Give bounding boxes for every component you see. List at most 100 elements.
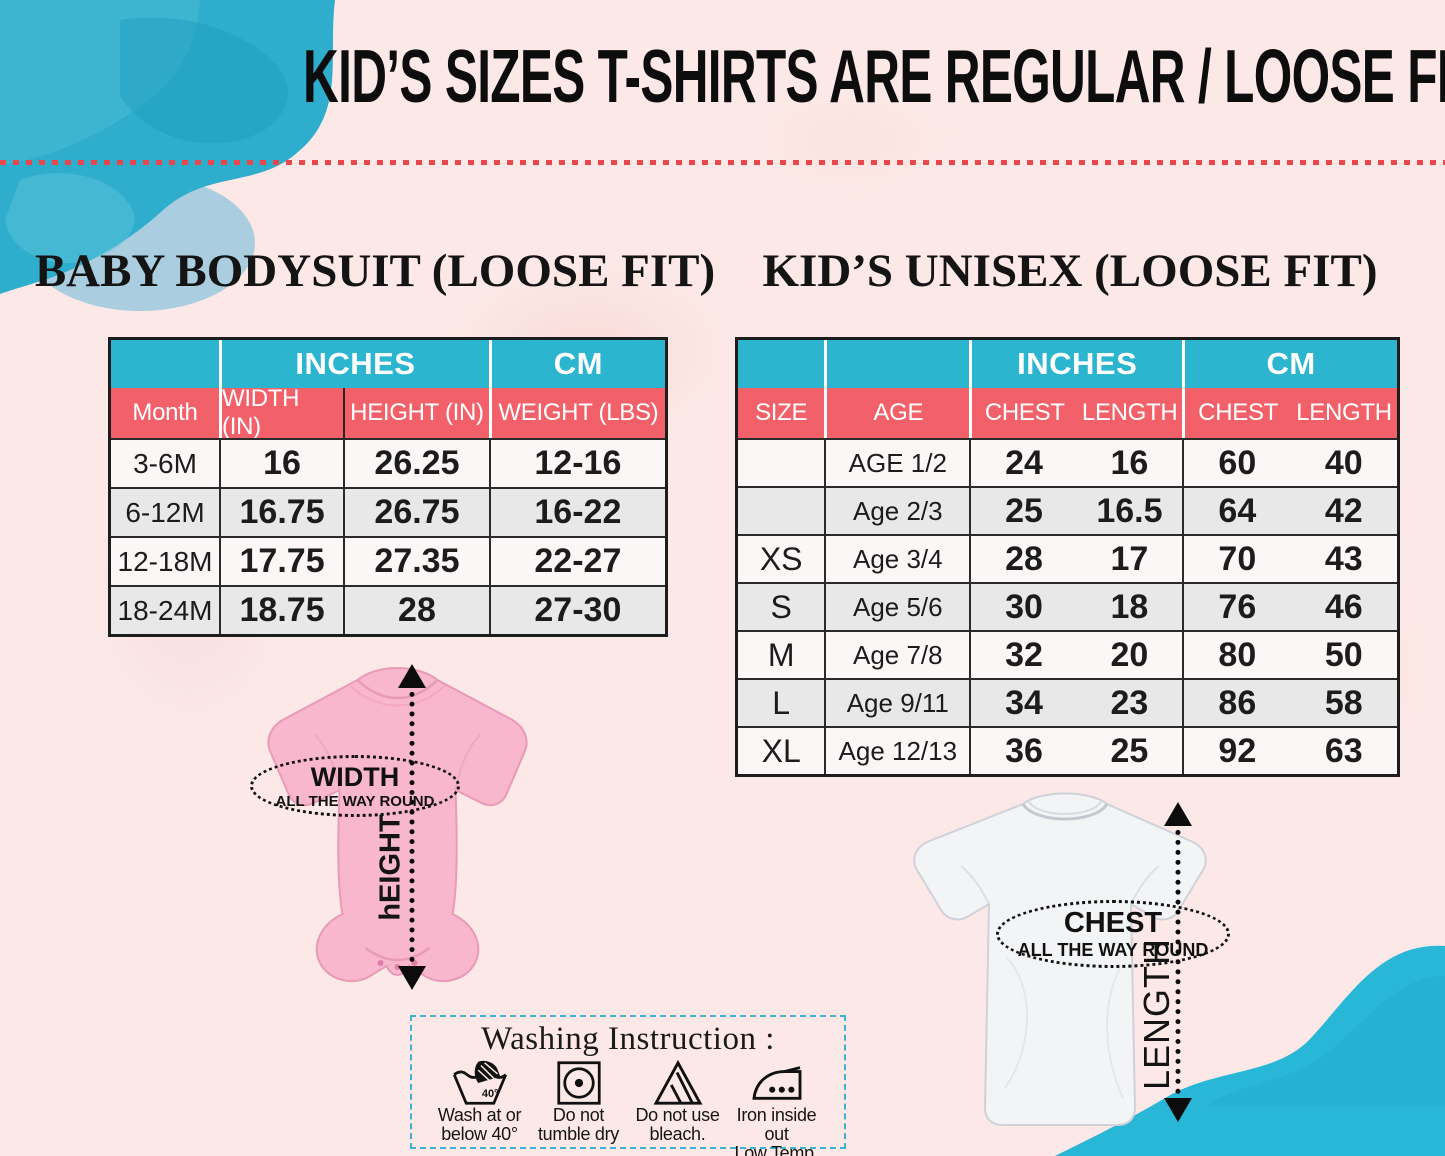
table-cell-header: AGE [824, 388, 969, 438]
length-cm-value: 50 [1324, 635, 1363, 674]
washing-caption: below 40° [441, 1123, 518, 1144]
table-cell-width: 16.75 [219, 489, 343, 536]
table-cell-inches: 24 16 [969, 440, 1182, 486]
table-cell-cm: 76 46 [1182, 584, 1397, 630]
table-cell-age: Age 5/6 [824, 584, 969, 630]
table-row: 18-24M 18.75 28 27-30 [111, 585, 665, 634]
table-cell-age: Age 12/13 [824, 728, 969, 774]
length-in-value: 23 [1110, 683, 1149, 722]
length-label: LENGTH [1136, 937, 1177, 1091]
table-cell-cm: 80 50 [1182, 632, 1397, 678]
table-cell-height: 26.25 [343, 440, 489, 487]
table-row: M Age 7/8 32 20 80 50 [738, 630, 1397, 678]
washing-items: 40° Wash at or below 40° Do not tumble d… [412, 1058, 844, 1156]
chest-cm-value: 60 [1218, 443, 1257, 482]
table-cell-header: WIDTH (IN) [219, 388, 343, 438]
table-cell-size: XS [759, 540, 803, 577]
table-header-row: Month WIDTH (IN) HEIGHT (IN) WEIGHT (LBS… [111, 388, 665, 438]
watercolor-blob-top-left-icon [0, 0, 335, 311]
washing-caption: Do not [552, 1105, 605, 1125]
table-cell-empty [738, 340, 824, 388]
table-cell-inches: 30 18 [969, 584, 1182, 630]
table-cell-age: Age 2/3 [824, 488, 969, 534]
table-cell-age: AGE 1/2 [824, 440, 969, 486]
chest-in-value: 32 [1005, 635, 1043, 674]
chest-in-value: 24 [1005, 443, 1043, 482]
table-cell-header: LENGTH [1081, 399, 1178, 426]
table-cell-inches: 28 17 [969, 536, 1182, 582]
table-cell-header-pair: CHEST LENGTH [1182, 388, 1397, 438]
do-not-bleach-icon [653, 1060, 702, 1105]
table-cell-month: 3-6M [133, 447, 197, 479]
table-row: S Age 5/6 30 18 76 46 [738, 582, 1397, 630]
page-title: KID’S SIZES T-SHIRTS ARE REGULAR / LOOSE… [303, 34, 1445, 118]
table-cell-inches: 32 20 [969, 632, 1182, 678]
table-cell-weight: 27-30 [488, 587, 665, 634]
table-row: 12-18M 17.75 27.35 22-27 [111, 536, 665, 585]
washing-caption: Low Temp. [734, 1142, 819, 1156]
chest-in-value: 25 [1005, 491, 1043, 530]
table-cell-age: Age 9/11 [824, 680, 969, 726]
chest-cm-value: 76 [1218, 587, 1257, 626]
washing-caption: Wash at or [437, 1105, 522, 1125]
table-cell-size [738, 488, 824, 534]
table-cell-size: L [772, 684, 791, 721]
table-group-header-row: INCHES CM [738, 340, 1397, 388]
washing-caption: Iron inside out [736, 1105, 817, 1144]
washing-item-no-tumble-dry: Do not tumble dry [529, 1060, 628, 1156]
table-cell-empty [824, 340, 969, 388]
table-cell-header: Month [132, 399, 198, 426]
table-cell-width: 17.75 [219, 538, 343, 585]
length-in-value: 16 [1110, 443, 1149, 482]
bodysuit-height-arrow [398, 664, 426, 990]
baby-bodysuit-size-table: INCHES CM Month WIDTH (IN) HEIGHT (IN) W… [108, 337, 668, 637]
page-header: KID’S SIZES T-SHIRTS ARE REGULAR / LOOSE… [0, 34, 1445, 118]
chest-label: CHEST [1063, 907, 1163, 939]
table-cell-inches: 34 23 [969, 680, 1182, 726]
wash-temp-text: 40° [481, 1088, 498, 1100]
table-cell-height: 27.35 [343, 538, 489, 585]
washing-item-handwash: 40° Wash at or below 40° [430, 1060, 529, 1156]
length-in-value: 17 [1110, 539, 1149, 578]
table-cell-size: S [770, 588, 792, 625]
table-cell-header: WEIGHT (LBS) [488, 388, 665, 438]
table-cell-month: 12-18M [117, 545, 213, 577]
tshirt-chest-ellipse: CHEST ALL THE WAY ROUND [996, 900, 1230, 968]
table-cell-inches-group: INCHES [219, 340, 489, 388]
dotted-line [409, 682, 415, 972]
length-cm-value: 46 [1324, 587, 1363, 626]
bodysuit-width-ellipse: WIDTH ALL THE WAY ROUND [250, 755, 460, 817]
chest-in-value: 30 [1005, 587, 1043, 626]
table-row: XL Age 12/13 36 25 92 63 [738, 726, 1397, 774]
do-not-tumble-dry-icon [556, 1061, 601, 1105]
chest-in-value: 28 [1005, 539, 1043, 578]
washing-item-iron: Iron inside out Low Temp. [727, 1060, 826, 1156]
table-cell-empty [111, 340, 219, 388]
table-cell-cm: 70 43 [1182, 536, 1397, 582]
table-cell-inches-group: INCHES [969, 340, 1182, 388]
table-cell-month: 6-12M [125, 496, 205, 528]
table-row: XS Age 3/4 28 17 70 43 [738, 534, 1397, 582]
table-cell-cm-group: CM [488, 340, 665, 388]
washing-title: Washing Instruction : [481, 1021, 775, 1057]
chest-cm-value: 64 [1218, 491, 1257, 530]
table-cell-inches: 36 25 [969, 728, 1182, 774]
table-cell-header: CHEST [1198, 399, 1279, 426]
table-cell-header: CHEST [984, 399, 1065, 426]
table-row: Age 2/3 25 16.5 64 42 [738, 486, 1397, 534]
table-cell-age: Age 7/8 [824, 632, 969, 678]
length-in-value: 20 [1110, 635, 1149, 674]
red-dotted-divider [0, 160, 1445, 165]
kids-unisex-size-table: INCHES CM SIZE AGE CHEST LENGTH CHEST LE… [735, 337, 1400, 777]
table-cell-cm: 92 63 [1182, 728, 1397, 774]
washing-instruction-box: Washing Instruction : 40° Wash at or bel… [410, 1015, 846, 1156]
baby-section-heading: BABY BODYSUIT (LOOSE FIT) [34, 245, 716, 297]
chest-cm-value: 86 [1218, 683, 1257, 722]
washing-caption: bleach. [649, 1123, 706, 1144]
table-cell-header: SIZE [755, 399, 808, 426]
length-cm-value: 40 [1324, 443, 1363, 482]
length-cm-value: 42 [1324, 491, 1363, 530]
length-in-value: 18 [1110, 587, 1149, 626]
table-cell-weight: 12-16 [488, 440, 665, 487]
arrow-down-icon [1164, 1098, 1192, 1122]
